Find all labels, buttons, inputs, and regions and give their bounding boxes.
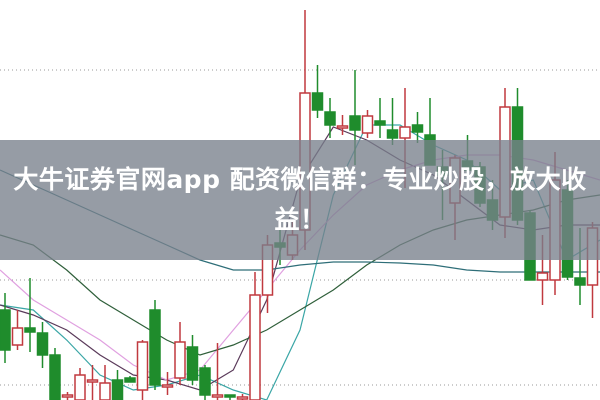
candle-up (74, 374, 86, 400)
candle-up (236, 396, 249, 400)
candle-up (336, 125, 349, 129)
candle-down (36, 332, 49, 356)
candle-down (311, 92, 324, 111)
candle-up (61, 394, 74, 398)
candle-up (211, 394, 224, 398)
candle-down (349, 115, 361, 131)
candle-down (111, 379, 124, 400)
candle-up (174, 341, 186, 379)
candle-up (399, 126, 411, 139)
candle-down (411, 124, 424, 133)
candle-down (49, 354, 61, 400)
candle-down (24, 327, 36, 333)
candle-up (249, 294, 261, 400)
candle-down (149, 309, 161, 386)
candle-up (11, 327, 24, 346)
candle-down (574, 277, 586, 286)
candle-down (186, 346, 199, 381)
candle-down (374, 120, 386, 126)
candle-down (324, 111, 336, 126)
candle-up (536, 272, 549, 281)
candle-down (199, 367, 211, 396)
overlay-banner: 大牛证券官网app 配资微信群：专业炒股，放大收益！ (0, 140, 600, 260)
candle-down (0, 309, 11, 351)
candle-up (136, 341, 149, 391)
candle-up (99, 382, 111, 400)
candle-down (224, 394, 236, 398)
candle-up (86, 379, 99, 383)
banner-text: 大牛证券官网app 配资微信群：专业炒股，放大收益！ (13, 165, 587, 234)
candle-down (386, 129, 399, 139)
candle-down (124, 377, 136, 383)
candle-up (361, 115, 374, 134)
candle-up (161, 384, 174, 388)
